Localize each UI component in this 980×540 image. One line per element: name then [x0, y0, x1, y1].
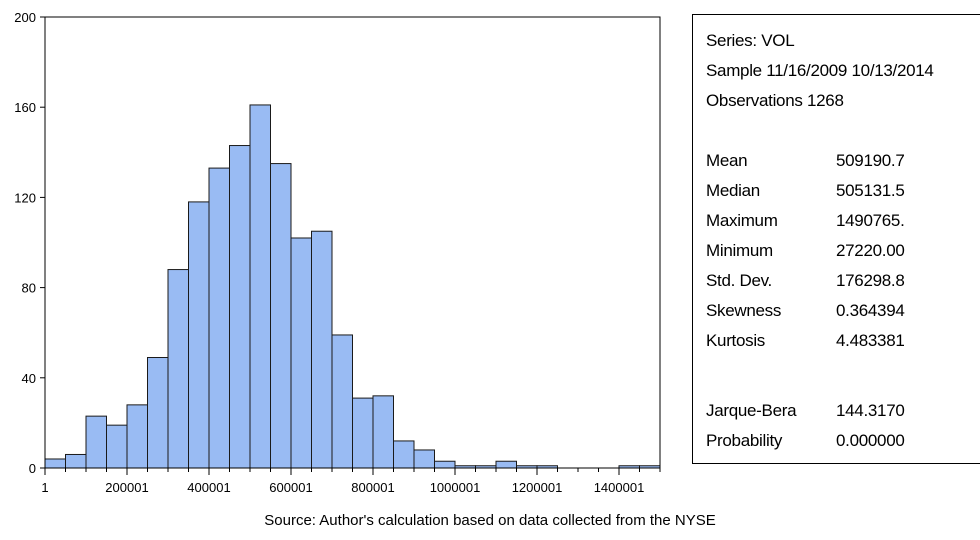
x-tick-label: 1 [41, 480, 48, 495]
histogram-bar [44, 458, 66, 469]
stat-label: Jarque-Bera [706, 401, 797, 420]
stat-value: 144.3170 [836, 401, 905, 420]
histogram-bar [126, 404, 148, 469]
histogram-bar [188, 201, 210, 469]
histogram-bar [270, 163, 292, 469]
source-note: Source: Author's calculation based on da… [264, 512, 716, 529]
histogram-bar [372, 395, 394, 469]
stat-label: Std. Dev. [706, 271, 772, 290]
stat-label: Skewness [706, 301, 782, 320]
x-tick-label: 600001 [269, 480, 312, 495]
histogram-bar [249, 104, 271, 469]
stat-label: Median [706, 181, 760, 200]
histogram-bar [106, 424, 128, 469]
x-tick-label: 1400001 [594, 480, 645, 495]
histogram-bar [413, 449, 435, 469]
stat-value: 505131.5 [836, 181, 905, 200]
x-tick-label: 400001 [187, 480, 230, 495]
stat-label: Mean [706, 151, 748, 170]
histogram-bar [311, 230, 333, 469]
histogram-bar [85, 415, 107, 469]
histogram-bar [147, 357, 169, 469]
sample-range: Sample 11/16/2009 10/13/2014 [706, 61, 934, 80]
x-tick-label: 1000001 [430, 480, 481, 495]
stat-label: Probability [706, 431, 783, 450]
histogram-bar [208, 167, 230, 469]
stat-label: Maximum [706, 211, 778, 230]
histogram-bar [393, 440, 415, 469]
stat-value: 1490765. [836, 211, 905, 230]
y-tick-label: 200 [14, 10, 36, 25]
y-tick-label: 0 [29, 461, 36, 476]
descriptive-stats-box: Series: VOL Sample 11/16/2009 10/13/2014… [692, 14, 980, 464]
histogram-bar [65, 453, 87, 469]
histogram-bar [434, 460, 456, 469]
stat-value: 0.000000 [836, 431, 905, 450]
y-tick-label: 120 [14, 190, 36, 205]
stat-label: Kurtosis [706, 331, 766, 350]
y-tick-label: 160 [14, 100, 36, 115]
histogram-bar [495, 460, 517, 469]
histogram-bar [290, 237, 312, 469]
histogram-chart: 0 40 80 120 160 200 1 200001 400001 600001 800001 1… [14, 10, 661, 495]
observations-count: Observations 1268 [706, 91, 844, 110]
histogram-bar [331, 334, 353, 469]
histogram-bar [167, 269, 189, 469]
stat-value: 0.364394 [836, 301, 905, 320]
stat-value: 4.483381 [836, 331, 905, 350]
x-tick-label: 800001 [351, 480, 394, 495]
series-name: Series: VOL [706, 31, 795, 50]
y-tick-label: 80 [22, 281, 36, 296]
stat-value: 176298.8 [836, 271, 905, 290]
stat-value: 27220.00 [836, 241, 905, 260]
histogram-bar [229, 145, 251, 469]
histogram-bar [352, 397, 374, 469]
stat-label: Minimum [706, 241, 773, 260]
x-tick-label: 1200001 [512, 480, 563, 495]
y-tick-label: 40 [22, 371, 36, 386]
x-tick-label: 200001 [105, 480, 148, 495]
stat-value: 509190.7 [836, 151, 905, 170]
